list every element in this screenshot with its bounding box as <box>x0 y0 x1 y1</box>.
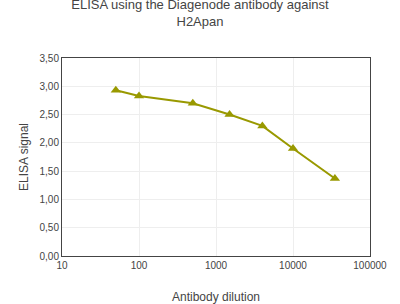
svg-text:10: 10 <box>56 260 68 271</box>
svg-text:ELISA signal: ELISA signal <box>17 123 31 191</box>
svg-text:1,00: 1,00 <box>40 194 60 205</box>
svg-text:2,50: 2,50 <box>40 109 60 120</box>
svg-text:3,00: 3,00 <box>40 81 60 92</box>
svg-text:0,50: 0,50 <box>40 222 60 233</box>
svg-text:1,50: 1,50 <box>40 166 60 177</box>
svg-text:3,50: 3,50 <box>40 53 60 64</box>
svg-text:Antibody dilution: Antibody dilution <box>172 290 260 304</box>
svg-text:100000: 100000 <box>353 260 387 271</box>
svg-text:ELISA using the Diagenode anti: ELISA using the Diagenode antibody again… <box>71 0 329 29</box>
svg-text:10000: 10000 <box>279 260 307 271</box>
svg-text:0,00: 0,00 <box>40 251 60 262</box>
svg-text:1000: 1000 <box>205 260 228 271</box>
svg-text:100: 100 <box>131 260 148 271</box>
svg-text:2,00: 2,00 <box>40 137 60 148</box>
